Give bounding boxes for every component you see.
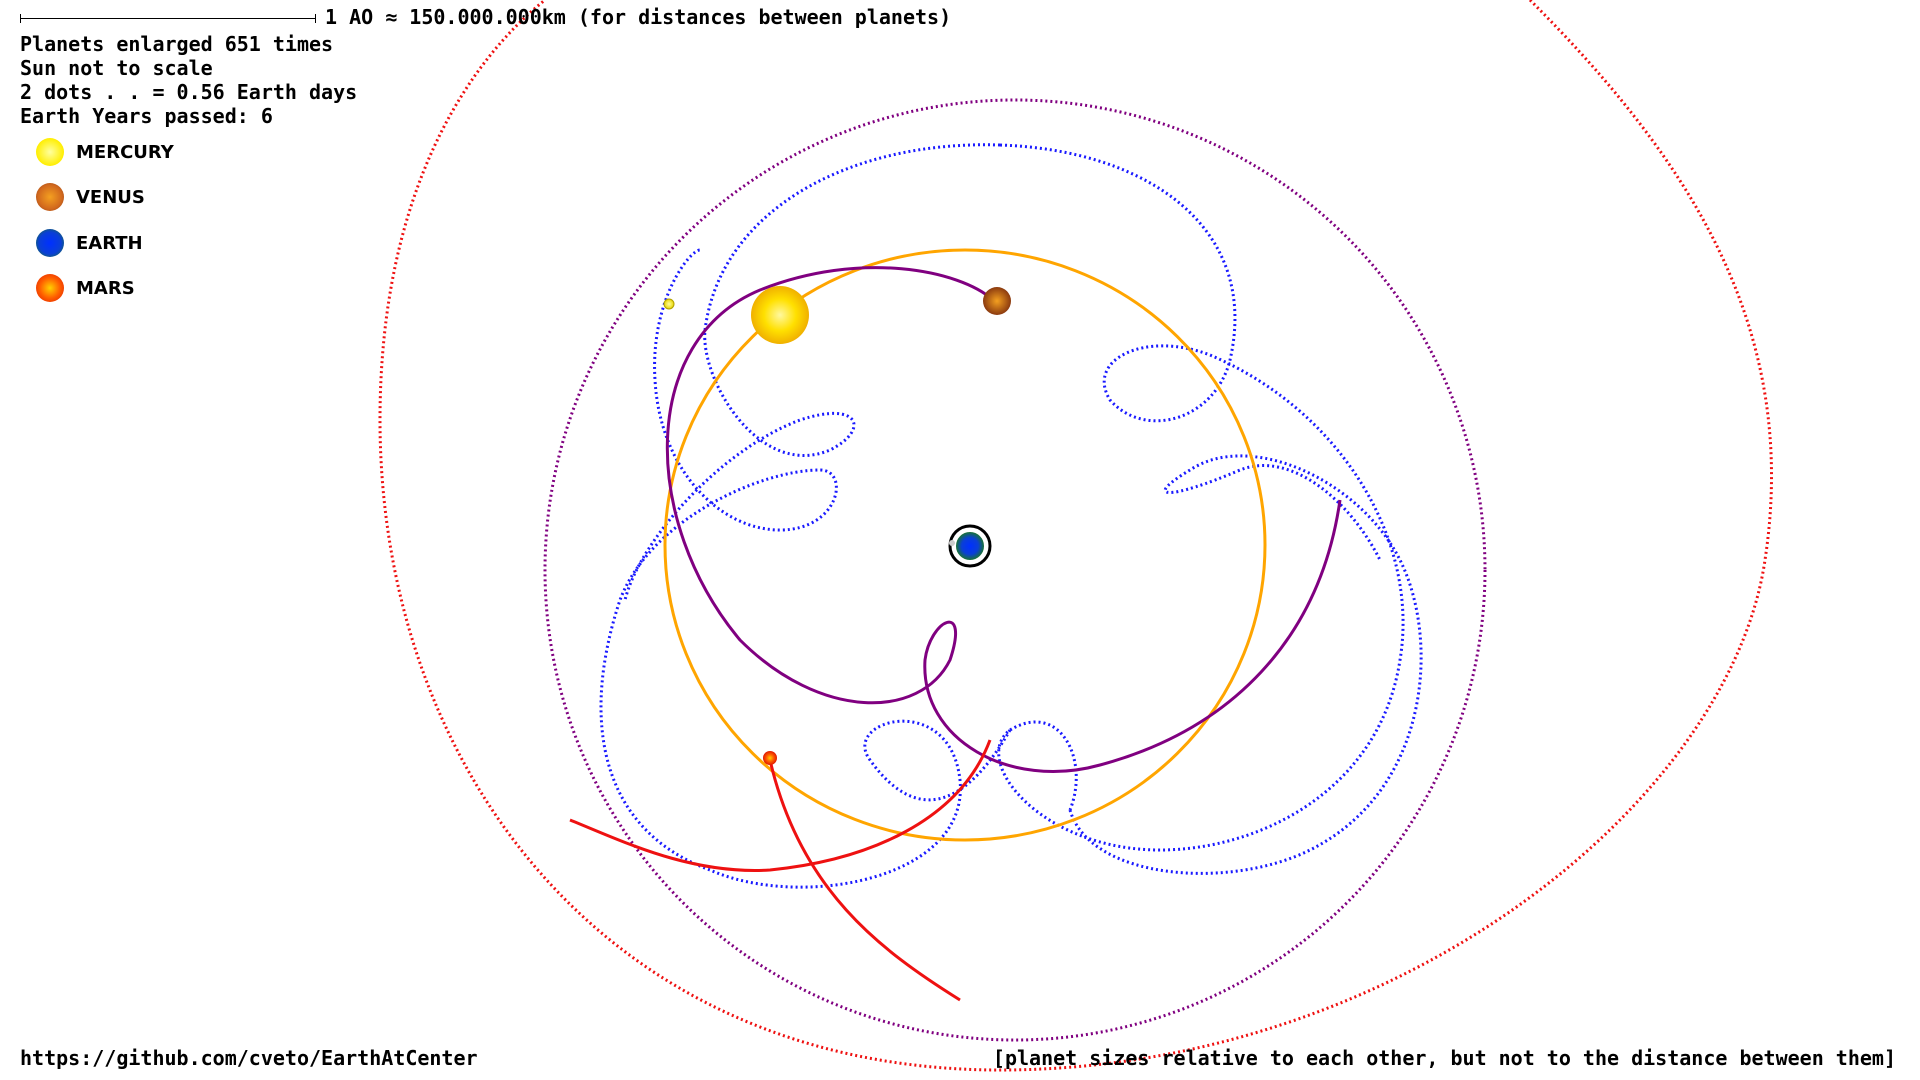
github-link[interactable]: https://github.com/cveto/EarthAtCenter (20, 1046, 478, 1070)
mars-icon (36, 274, 64, 302)
moon (949, 540, 955, 546)
venus-planet (983, 287, 1011, 315)
legend-item-mars: MARS (36, 273, 135, 303)
scale-label: 1 AO ≈ 150.000.000km (for distances betw… (325, 5, 951, 29)
legend-label: MARS (76, 278, 135, 299)
earth-planet (955, 531, 985, 561)
scale-note: [planet sizes relative to each other, bu… (993, 1046, 1896, 1070)
legend-item-mercury: MERCURY (36, 137, 174, 167)
earth-icon (36, 229, 64, 257)
venus-trail (667, 268, 1340, 772)
venus-orbit-path (545, 100, 1485, 1040)
enlargement-text: Planets enlarged 651 times (20, 32, 333, 56)
mars-planet (763, 751, 777, 765)
mercury-orbit-path (601, 145, 1421, 887)
legend-label: EARTH (76, 233, 143, 254)
legend-label: VENUS (76, 187, 145, 208)
legend-item-earth: EARTH (36, 228, 143, 258)
mercury-planet (664, 299, 674, 309)
dots-text: 2 dots . . = 0.56 Earth days (20, 80, 357, 104)
sun (751, 286, 809, 344)
venus-icon (36, 183, 64, 211)
sun-scale-text: Sun not to scale (20, 56, 213, 80)
legend-label: MERCURY (76, 142, 174, 163)
mercury-icon (36, 138, 64, 166)
scale-bar (20, 18, 316, 19)
years-passed-text: Earth Years passed: 6 (20, 104, 273, 128)
legend-item-venus: VENUS (36, 182, 145, 212)
mars-orbit-path (380, 0, 1772, 1070)
